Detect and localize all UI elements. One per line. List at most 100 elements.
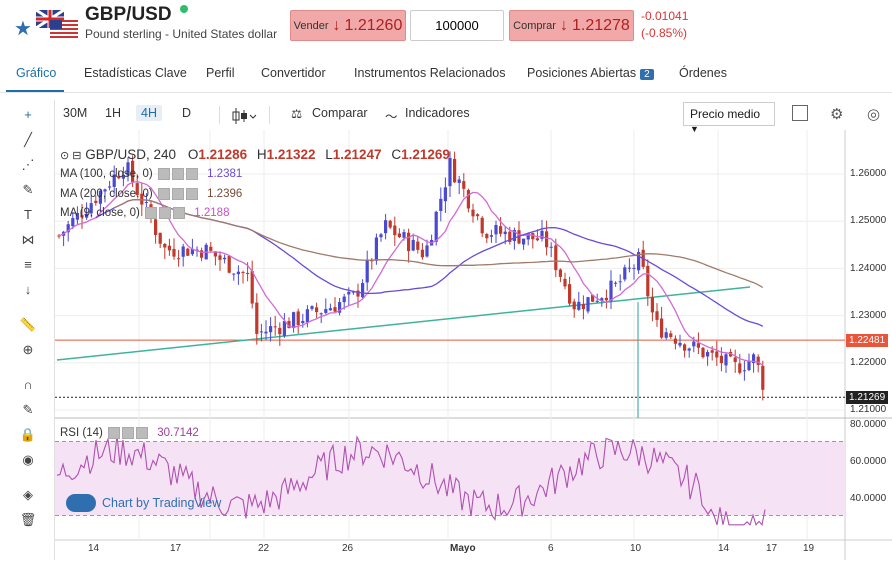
close-value: 1.21269	[401, 147, 450, 162]
crosshair-icon[interactable]: +	[24, 107, 32, 122]
ma9-legend[interactable]: MA (9, close, 0) 1.2188	[60, 207, 229, 219]
layers-icon[interactable]: ◈	[23, 487, 33, 502]
candle-body	[425, 245, 429, 257]
compare-button[interactable]: Comparar	[312, 106, 368, 120]
candle-body	[144, 201, 148, 203]
gear-icon[interactable]: ⚙	[830, 106, 844, 123]
gear-icon[interactable]	[171, 168, 184, 180]
candle-style-icon[interactable]	[231, 107, 257, 125]
candle-body	[282, 321, 286, 336]
price-chart[interactable]	[55, 130, 892, 560]
lock-drawing-icon[interactable]: ✎	[22, 402, 34, 417]
candle-body	[117, 175, 121, 179]
lock-icon[interactable]: 🔒	[19, 427, 37, 442]
chart-title: GBP/USD, 240	[85, 147, 177, 162]
buy-button[interactable]: Comprar ↓ 1.21278	[509, 10, 634, 41]
close-icon[interactable]	[136, 427, 149, 439]
close-icon[interactable]	[185, 168, 198, 180]
interval-d[interactable]: D	[182, 106, 192, 120]
sell-button[interactable]: Vender ↓ 1.21260	[290, 10, 406, 41]
indicators-icon[interactable]: 〜	[385, 110, 398, 124]
candle-body	[687, 348, 691, 351]
trend-line-icon[interactable]: ╱	[24, 132, 32, 147]
magnet-icon[interactable]: ∩	[23, 377, 33, 392]
eye-icon[interactable]	[145, 207, 158, 219]
quantity-input[interactable]	[410, 10, 504, 41]
candle-body	[172, 248, 176, 257]
candle-body	[232, 273, 236, 275]
interval-4h[interactable]: 4H	[136, 105, 162, 121]
candle-body	[568, 284, 572, 304]
brush-icon[interactable]: ✎	[22, 182, 34, 197]
candle-body	[508, 231, 512, 242]
time-tick: 14	[718, 543, 730, 554]
prediction-icon[interactable]: ≡	[24, 257, 32, 272]
trash-icon[interactable]: 🗑	[19, 512, 37, 527]
gear-icon[interactable]	[159, 207, 172, 219]
positions-count-badge: 2	[640, 69, 654, 80]
snapshot-icon[interactable]: ◎	[867, 106, 881, 123]
candle-body	[591, 294, 595, 302]
instrument-header: ★ GBP/USD Pound sterling - United States…	[0, 0, 892, 55]
candle-body	[439, 198, 443, 212]
candle-body	[522, 238, 526, 245]
candle-body	[397, 233, 401, 238]
zoom-icon[interactable]: ⊕	[22, 342, 34, 357]
candle-body	[227, 255, 231, 273]
tab-ordenes[interactable]: Órdenes	[679, 66, 727, 80]
tab-estadisticas[interactable]: Estadísticas Clave	[84, 66, 187, 80]
candle-body	[57, 235, 61, 237]
candle-body	[600, 298, 604, 301]
tradingview-watermark[interactable]: Chart by TradingView	[66, 494, 221, 512]
pitchfork-icon[interactable]: ⋰	[21, 157, 35, 172]
interval-1h[interactable]: 1H	[105, 106, 121, 120]
candle-body	[453, 158, 457, 183]
arrow-down-icon[interactable]: ↓	[24, 282, 32, 297]
rsi-legend[interactable]: RSI (14) 30.7142	[60, 427, 199, 439]
candle-body	[673, 338, 677, 344]
time-tick: 26	[342, 543, 354, 554]
candle-body	[558, 269, 562, 277]
pattern-icon[interactable]: ⋈	[21, 232, 35, 247]
tab-instrumentos[interactable]: Instrumentos Relacionados	[354, 66, 506, 80]
close-icon[interactable]	[173, 207, 186, 219]
eye-icon[interactable]	[108, 427, 121, 439]
candle-body	[632, 267, 636, 269]
ruler-icon[interactable]: 📏	[19, 317, 37, 332]
candle-body	[623, 267, 627, 280]
favorite-star-icon[interactable]: ★	[14, 18, 32, 40]
price-mode-select[interactable]: Precio medio ▼	[683, 102, 775, 134]
fullscreen-toggle[interactable]	[792, 105, 808, 121]
tab-perfil[interactable]: Perfil	[206, 66, 235, 80]
candle-body	[563, 278, 567, 287]
close-icon[interactable]	[185, 188, 198, 200]
candle-body	[255, 302, 259, 334]
compare-icon[interactable]: ⚖	[291, 107, 303, 121]
tab-posiciones[interactable]: Posiciones Abiertas 2	[527, 66, 654, 80]
indicators-button[interactable]: Indicadores	[405, 106, 470, 120]
eye-icon[interactable]: ◉	[22, 452, 34, 467]
candle-body	[724, 354, 728, 366]
text-icon[interactable]: T	[24, 207, 32, 222]
eye-icon[interactable]	[157, 168, 170, 180]
gear-icon[interactable]	[171, 188, 184, 200]
candle-body	[241, 272, 245, 274]
time-tick: 19	[803, 543, 815, 554]
open-label: O	[187, 147, 199, 162]
tab-grafico[interactable]: Gráfico	[16, 66, 57, 80]
candle-body	[457, 179, 461, 183]
candle-body	[131, 160, 135, 182]
ma200-legend[interactable]: MA (200, close, 0) 1.2396	[60, 188, 242, 200]
candle-body	[471, 209, 475, 217]
candle-body	[710, 350, 714, 353]
collapse-icon[interactable]: ⊙ ⊟	[60, 150, 82, 162]
gear-icon[interactable]	[122, 427, 135, 439]
candle-body	[190, 248, 194, 255]
tab-convertidor[interactable]: Convertidor	[261, 66, 326, 80]
candle-body	[499, 226, 503, 234]
candle-body	[342, 296, 346, 303]
interval-30m[interactable]: 30M	[63, 106, 88, 120]
eye-icon[interactable]	[157, 188, 170, 200]
candle-body	[420, 249, 424, 258]
ma100-legend[interactable]: MA (100, close, 0) 1.2381	[60, 168, 242, 180]
